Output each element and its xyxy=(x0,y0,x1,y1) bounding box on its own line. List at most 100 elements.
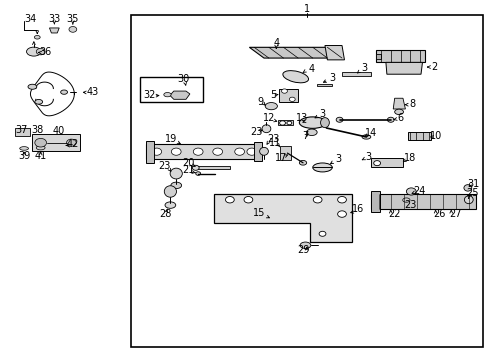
Ellipse shape xyxy=(34,36,40,39)
Polygon shape xyxy=(370,194,475,210)
Text: 32: 32 xyxy=(143,90,155,100)
Polygon shape xyxy=(370,158,402,167)
Text: 3: 3 xyxy=(328,73,335,83)
Text: 7: 7 xyxy=(302,131,308,141)
Ellipse shape xyxy=(36,48,45,55)
Ellipse shape xyxy=(463,185,471,191)
Ellipse shape xyxy=(394,109,403,114)
Text: 3: 3 xyxy=(365,152,371,162)
Text: 6: 6 xyxy=(397,113,403,123)
Ellipse shape xyxy=(299,161,306,165)
Ellipse shape xyxy=(192,165,199,170)
Text: 43: 43 xyxy=(86,87,98,97)
Ellipse shape xyxy=(259,147,268,155)
Polygon shape xyxy=(277,121,293,126)
Circle shape xyxy=(193,148,203,155)
Circle shape xyxy=(234,148,244,155)
Text: 17: 17 xyxy=(274,153,286,163)
Text: 15: 15 xyxy=(252,208,265,218)
Circle shape xyxy=(337,197,346,203)
Polygon shape xyxy=(316,84,331,86)
Circle shape xyxy=(244,197,252,203)
Polygon shape xyxy=(249,47,341,58)
Text: 10: 10 xyxy=(428,131,441,141)
Polygon shape xyxy=(370,192,379,212)
Polygon shape xyxy=(254,142,261,161)
Polygon shape xyxy=(385,62,422,74)
Text: 21: 21 xyxy=(182,165,194,175)
Text: 4: 4 xyxy=(273,38,279,48)
Text: 35: 35 xyxy=(66,14,79,24)
Polygon shape xyxy=(375,50,424,62)
Text: 3: 3 xyxy=(360,63,366,73)
Text: 1: 1 xyxy=(303,4,309,14)
Text: 25: 25 xyxy=(466,188,478,198)
Text: 23: 23 xyxy=(403,200,416,210)
Ellipse shape xyxy=(264,103,277,110)
Polygon shape xyxy=(198,166,229,169)
Text: 37: 37 xyxy=(15,125,27,135)
Ellipse shape xyxy=(361,135,370,139)
Ellipse shape xyxy=(170,182,181,189)
Ellipse shape xyxy=(163,93,171,97)
Text: 16: 16 xyxy=(351,204,364,215)
Text: 28: 28 xyxy=(159,209,171,219)
Ellipse shape xyxy=(299,117,325,129)
Circle shape xyxy=(279,121,285,125)
Ellipse shape xyxy=(36,145,45,150)
Ellipse shape xyxy=(386,117,393,122)
Ellipse shape xyxy=(195,172,200,175)
Circle shape xyxy=(212,148,222,155)
Text: 23: 23 xyxy=(158,161,170,171)
Circle shape xyxy=(373,161,380,166)
Bar xyxy=(140,77,203,102)
Ellipse shape xyxy=(320,118,329,128)
Text: 4: 4 xyxy=(308,64,314,74)
Circle shape xyxy=(66,139,76,146)
Polygon shape xyxy=(32,134,80,151)
Polygon shape xyxy=(146,140,154,163)
Text: 39: 39 xyxy=(18,150,30,161)
Polygon shape xyxy=(279,146,290,160)
Text: 13: 13 xyxy=(295,113,307,123)
Circle shape xyxy=(289,97,295,102)
Text: 2: 2 xyxy=(431,62,437,72)
Text: 18: 18 xyxy=(404,153,416,163)
Polygon shape xyxy=(278,89,298,102)
Circle shape xyxy=(225,197,234,203)
Text: 22: 22 xyxy=(387,209,400,219)
Text: 42: 42 xyxy=(66,139,79,149)
Polygon shape xyxy=(169,91,189,99)
Text: 36: 36 xyxy=(40,46,52,57)
Text: 20: 20 xyxy=(182,158,194,168)
Text: 33: 33 xyxy=(48,14,61,24)
Circle shape xyxy=(35,138,46,147)
Text: 27: 27 xyxy=(448,209,461,219)
Ellipse shape xyxy=(306,129,317,135)
Ellipse shape xyxy=(312,163,331,172)
Text: 30: 30 xyxy=(177,74,189,84)
Polygon shape xyxy=(325,45,344,60)
Text: 5: 5 xyxy=(270,90,276,100)
Circle shape xyxy=(313,197,322,203)
Circle shape xyxy=(152,148,161,155)
Polygon shape xyxy=(49,28,59,33)
Text: 41: 41 xyxy=(35,150,47,161)
Ellipse shape xyxy=(335,117,342,122)
Polygon shape xyxy=(407,132,430,140)
Circle shape xyxy=(337,211,346,217)
Polygon shape xyxy=(341,72,370,76)
Text: 12: 12 xyxy=(262,113,275,123)
Ellipse shape xyxy=(28,84,37,89)
Ellipse shape xyxy=(402,198,409,202)
Polygon shape xyxy=(375,54,380,59)
Circle shape xyxy=(281,89,287,93)
Text: 24: 24 xyxy=(412,186,425,197)
Ellipse shape xyxy=(300,242,310,248)
Polygon shape xyxy=(214,194,351,242)
Text: 23: 23 xyxy=(250,127,263,137)
Circle shape xyxy=(319,231,325,236)
Ellipse shape xyxy=(20,147,28,150)
Ellipse shape xyxy=(61,90,67,94)
Circle shape xyxy=(171,148,181,155)
